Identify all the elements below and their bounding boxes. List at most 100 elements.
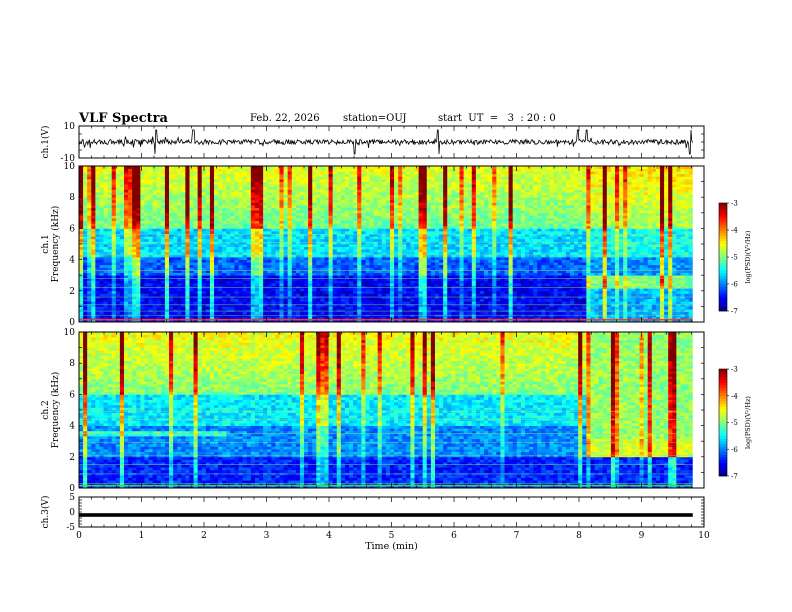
spectrogram-cell <box>222 293 227 297</box>
spectrogram-cell <box>164 202 170 206</box>
spectrogram-cell <box>79 270 84 273</box>
spectrogram-cell <box>99 254 104 258</box>
spectrogram-cell <box>365 290 370 294</box>
spectrogram-cell <box>197 319 203 323</box>
spectrogram-cell <box>119 168 125 172</box>
spectrogram-cell <box>381 262 387 266</box>
spectrogram-cell <box>263 316 268 320</box>
spectrogram-cell <box>234 270 239 273</box>
spectrogram-cell <box>83 228 88 232</box>
spectrogram-cell <box>410 246 415 250</box>
spectrogram-cell <box>91 244 96 247</box>
spectrogram-cell <box>312 251 317 255</box>
spectrogram-cell <box>414 288 420 292</box>
spectrogram-cell <box>181 173 186 177</box>
spectrogram-cell <box>394 168 399 172</box>
spectrogram-cell <box>275 181 280 185</box>
spectrogram-cell <box>283 244 289 247</box>
spectrogram-cell <box>177 303 182 307</box>
spectrogram-cell <box>279 168 284 172</box>
spectrogram-cell <box>394 197 399 201</box>
spectrogram-cell <box>136 251 141 255</box>
spectrogram-cell <box>304 259 309 263</box>
spectrogram-cell <box>287 277 293 281</box>
spectrogram-cell <box>164 290 170 294</box>
spectrogram-cell <box>373 254 379 258</box>
spectrogram-cell <box>246 207 252 211</box>
spectrogram-cell <box>173 192 178 195</box>
spectrogram-cell <box>287 207 293 211</box>
spectrogram-cell <box>389 236 395 240</box>
spectrogram-cell <box>148 179 154 182</box>
spectrogram-cell <box>324 275 329 279</box>
spectrogram-cell <box>201 186 207 190</box>
spectrogram-cell <box>312 303 317 307</box>
spectrogram-cell <box>324 246 329 250</box>
spectrogram-cell <box>164 296 170 299</box>
spectrogram-cell <box>361 181 366 185</box>
spectrogram-cell <box>136 288 141 292</box>
spectrogram-cell <box>160 218 166 221</box>
spectrogram-cell <box>316 166 321 169</box>
spectrogram-cell <box>287 296 293 299</box>
spectrogram-cell <box>148 259 154 263</box>
spectrogram-cell <box>295 171 301 175</box>
spectrogram-cell <box>177 233 182 237</box>
spectrogram-cell <box>164 231 170 234</box>
spectrogram-cell <box>312 223 317 227</box>
spectrogram-cell <box>279 309 284 312</box>
spectrogram-cell <box>107 254 113 258</box>
spectrogram-cell <box>140 246 145 250</box>
spectrogram-cell <box>148 220 154 224</box>
spectrogram-cell <box>79 192 84 195</box>
spectrogram-cell <box>373 298 379 302</box>
spectrogram-cell <box>357 309 362 312</box>
spectrogram-cell <box>287 197 293 201</box>
spectrogram-cell <box>299 306 305 310</box>
spectrogram-cell <box>222 218 227 221</box>
spectrogram-cell <box>156 223 162 227</box>
spectrogram-cell <box>242 202 248 206</box>
spectrogram-cell <box>267 249 272 253</box>
spectrogram-cell <box>414 220 420 224</box>
spectrogram-cell <box>111 251 117 255</box>
spectrogram-cell <box>320 270 325 273</box>
spectrogram-cell <box>361 259 366 263</box>
spectrogram-cell <box>304 168 309 172</box>
spectrogram-cell <box>312 290 317 294</box>
spectrogram-cell <box>254 270 260 273</box>
spectrogram-cell <box>193 215 199 219</box>
spectrogram-cell <box>275 176 280 180</box>
spectrogram-cell <box>263 290 268 294</box>
spectrogram-cell <box>156 301 162 305</box>
spectrogram-cell <box>197 223 203 227</box>
spectrogram-cell <box>164 244 170 247</box>
spectrogram-cell <box>365 205 370 208</box>
spectrogram-cell <box>201 215 207 219</box>
spectrogram-cell <box>385 264 391 268</box>
spectrogram-cell <box>238 290 244 294</box>
spectrogram-cell <box>328 173 334 177</box>
spectrogram-cell <box>144 168 149 172</box>
spectrogram-cell <box>242 179 248 182</box>
spectrogram-cell <box>324 181 329 185</box>
spectrogram-cell <box>197 283 203 286</box>
spectrogram-cell <box>160 166 166 169</box>
spectrogram-cell <box>414 231 420 234</box>
spectrogram-cell <box>111 303 117 307</box>
spectrogram-cell <box>242 283 248 286</box>
spectrogram-cell <box>369 319 374 323</box>
spectrogram-cell <box>267 264 272 268</box>
spectrogram-cell <box>132 223 137 227</box>
spectrogram-cell <box>148 215 154 219</box>
spectrogram-cell <box>185 316 190 320</box>
spectrogram-cell <box>365 283 370 286</box>
spectrogram-cell <box>152 220 158 224</box>
spectrogram-cell <box>79 179 84 182</box>
spectrogram-cell <box>189 236 194 240</box>
spectrogram-cell <box>209 267 215 271</box>
spectrogram-cell <box>406 210 411 214</box>
spectrogram-cell <box>107 199 113 203</box>
spectrogram-cell <box>340 199 346 203</box>
spectrogram-cell <box>218 181 223 185</box>
